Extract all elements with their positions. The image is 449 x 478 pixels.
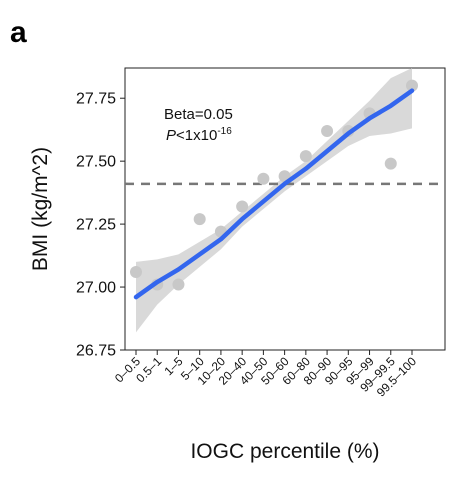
y-axis: 26.75 27.00 27.25 27.50 27.75 [76,91,125,360]
fit-line [133,88,415,300]
p-value-annotation: P<1x10-16 [166,126,232,144]
data-point [236,200,249,213]
beta-annotation: Beta=0.05 [164,106,233,123]
data-point [172,278,185,291]
x-axis: 0–0.50.5–11–55–1010–2020–4040–5050–6060–… [112,350,419,400]
data-point [321,124,334,137]
y-tick-label: 26.75 [76,343,116,360]
p-value-text: <1x10 [176,127,217,144]
x-axis-label: IOGC percentile (%) [190,440,380,463]
data-point [257,172,270,185]
data-point [130,265,142,278]
x-tick-label: 0.5–1 [133,354,164,385]
y-tick-label: 27.25 [76,217,116,234]
y-tick-label: 27.75 [76,91,116,108]
panel-label: a [10,16,27,49]
data-point [299,150,312,163]
confidence-band [136,68,412,333]
p-symbol: P [166,127,176,144]
y-tick-label: 27.50 [76,154,116,171]
y-tick-label: 27.00 [76,280,116,297]
data-point [384,157,397,170]
y-axis-label: BMI (kg/m^2) [29,147,52,271]
fit-line-layer [133,88,415,300]
confidence-band-layer [136,68,412,333]
data-point [406,79,418,92]
data-point [193,213,206,226]
p-value-exponent: -16 [217,126,232,137]
